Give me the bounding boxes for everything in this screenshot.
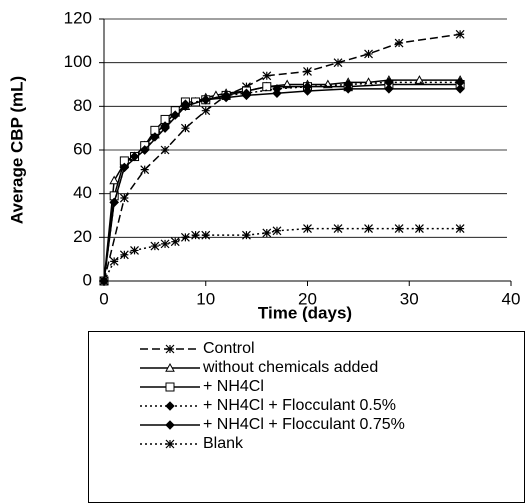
series-line <box>103 88 461 282</box>
data-point <box>241 90 252 101</box>
data-point <box>333 224 343 234</box>
data-point <box>160 123 170 133</box>
data-point <box>272 226 282 236</box>
legend-marker <box>165 362 175 372</box>
data-point <box>343 84 353 94</box>
y-tick-label: 80 <box>73 96 92 115</box>
data-point <box>180 232 190 242</box>
data-point <box>262 228 272 238</box>
data-point <box>160 239 170 249</box>
legend-marker <box>165 439 175 449</box>
y-tick-label: 60 <box>73 139 92 158</box>
legend-label: without chemicals added <box>202 359 378 376</box>
legend-label: Control <box>203 340 255 357</box>
data-point <box>119 250 129 260</box>
series-line <box>103 227 461 282</box>
data-point <box>119 162 130 173</box>
x-tick-label: 40 <box>502 289 521 308</box>
data-point <box>333 58 343 68</box>
data-point <box>303 224 312 234</box>
y-tick-label: 0 <box>83 270 92 289</box>
legend-marker <box>165 344 175 354</box>
data-point <box>242 230 251 240</box>
legend-marker <box>165 420 175 430</box>
data-point <box>201 95 211 105</box>
y-tick-label: 20 <box>73 227 92 246</box>
data-point <box>272 88 282 98</box>
data-point <box>455 224 465 234</box>
data-point <box>129 151 140 162</box>
data-point <box>109 197 119 208</box>
series-line <box>103 81 461 282</box>
data-point <box>191 230 200 240</box>
data-point <box>262 71 272 81</box>
x-tick-label: 30 <box>400 289 419 308</box>
series-line <box>103 79 461 282</box>
data-point <box>109 175 120 185</box>
data-point <box>139 145 150 155</box>
x-tick-label: 20 <box>298 289 317 308</box>
data-point <box>140 165 150 175</box>
data-point <box>415 224 424 234</box>
y-tick-label: 100 <box>64 52 92 71</box>
data-point <box>99 276 109 286</box>
data-point <box>262 82 272 92</box>
data-point <box>394 224 404 234</box>
y-tick-label: 40 <box>73 183 92 202</box>
data-point <box>302 86 313 96</box>
legend-label: + NH4Cl + Flocculant 0.5% <box>203 397 396 414</box>
x-tick-label: 10 <box>196 289 215 308</box>
data-point <box>364 224 373 234</box>
data-point <box>119 193 129 203</box>
data-point <box>201 106 211 116</box>
legend-label: + NH4Cl + Flocculant 0.75% <box>203 416 405 433</box>
data-point <box>455 29 465 39</box>
x-tick-label: 0 <box>99 289 108 308</box>
data-point <box>394 38 404 48</box>
legend-label: Blank <box>203 435 244 452</box>
data-point <box>109 256 119 266</box>
data-point <box>201 230 211 240</box>
data-point <box>384 84 394 94</box>
data-point <box>130 246 139 255</box>
series-line <box>103 83 461 282</box>
legend-marker <box>165 401 175 411</box>
data-point <box>414 75 425 84</box>
data-point <box>180 123 190 133</box>
data-point <box>364 49 373 59</box>
data-point <box>282 79 292 89</box>
data-point <box>170 237 180 247</box>
data-point <box>455 84 465 94</box>
legend-marker <box>165 382 175 392</box>
y-axis-label: Average CBP (mL) <box>7 76 26 224</box>
x-axis-label: Time (days) <box>258 303 352 322</box>
data-point <box>221 92 231 103</box>
data-point <box>160 145 170 155</box>
data-point <box>150 241 160 251</box>
data-point <box>303 66 312 76</box>
data-point <box>180 101 191 112</box>
y-tick-label: 120 <box>64 8 92 27</box>
legend-label: + NH4Cl <box>203 378 264 395</box>
